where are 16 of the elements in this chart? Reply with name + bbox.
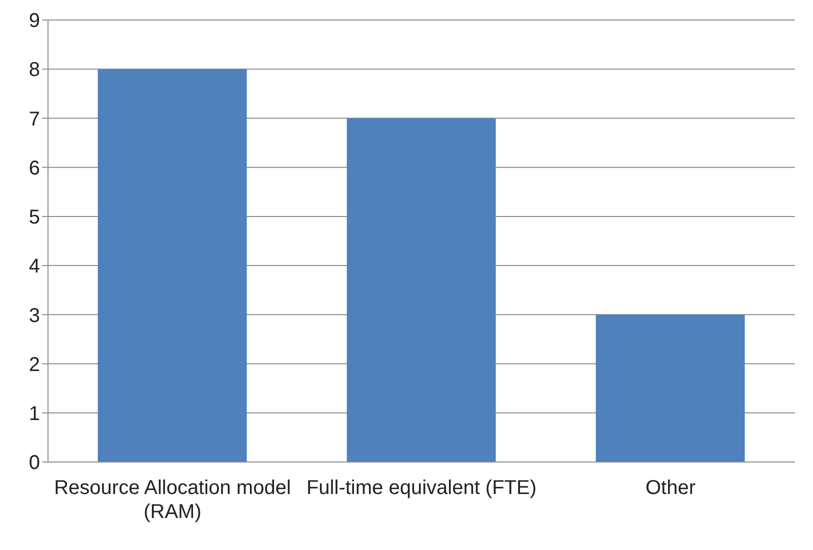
y-tick-label: 2 (28, 354, 40, 376)
bar (596, 314, 745, 462)
y-tick-label: 4 (28, 256, 40, 278)
bar (98, 69, 247, 462)
bar (346, 118, 496, 462)
y-tick-label: 3 (28, 304, 40, 327)
x-tick-label: Full-time equivalent (FTE) (306, 477, 537, 499)
y-tick-label: 1 (28, 402, 40, 425)
y-tick-label: 0 (28, 452, 40, 474)
y-tick-label: 9 (28, 10, 40, 32)
y-tick-label: 5 (28, 206, 40, 229)
x-tick-label: Resource Allocation model (RAM) (54, 477, 291, 523)
x-tick-label: Other (645, 477, 696, 499)
y-tick-label: 6 (28, 157, 40, 180)
y-tick-label: 7 (28, 108, 40, 130)
y-tick-label: 8 (28, 59, 40, 82)
